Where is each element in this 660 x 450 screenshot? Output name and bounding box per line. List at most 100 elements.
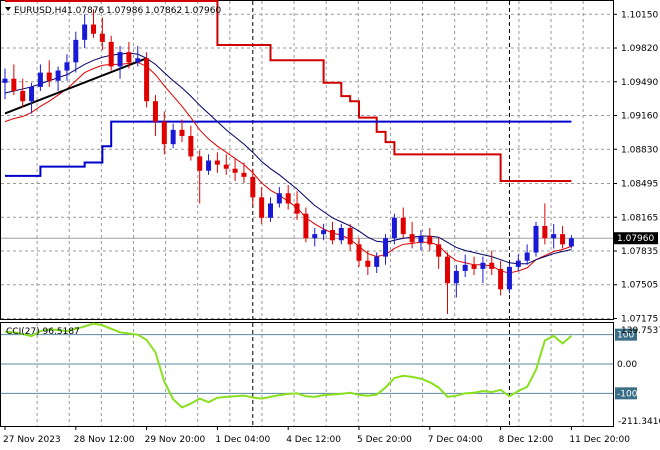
cci-level-tag xyxy=(615,387,637,400)
candle-body xyxy=(436,244,442,257)
trendline xyxy=(4,57,147,115)
candle-body xyxy=(551,234,557,239)
y-tick-label: 1.09160 xyxy=(621,112,658,122)
x-tick-label: 8 Dec 12:00 xyxy=(499,435,554,445)
candle-body xyxy=(374,256,380,267)
x-tick-label: 28 Nov 12:00 xyxy=(74,435,135,445)
cci-indicator-title: CCI(27) 96.5187 xyxy=(6,327,80,337)
candle-body xyxy=(427,236,433,245)
candle-body xyxy=(418,236,424,243)
price-axis: 1.10150 1.09820 1.09490 1.09160 1.08830 1.084… xyxy=(613,10,658,324)
candle-body xyxy=(533,225,539,253)
candle-body xyxy=(445,256,450,284)
candle-body xyxy=(82,24,88,40)
candle-body xyxy=(55,70,61,81)
x-tick-label: 11 Dec 20:00 xyxy=(569,435,630,445)
cci-level-label: 0.00 xyxy=(617,360,637,370)
cci-axis-max-label: 139.7537 xyxy=(621,326,660,336)
slow-ma-line xyxy=(4,52,572,265)
candle-body xyxy=(2,78,8,83)
chart-symbol-title: EURUSD,H4 xyxy=(14,6,67,16)
x-tick-label: 5 Dec 20:00 xyxy=(357,435,412,445)
cci-level-label: -100 xyxy=(617,389,638,399)
candle-body xyxy=(471,264,477,269)
y-tick-label: 1.09490 xyxy=(621,78,658,88)
candle-body xyxy=(117,52,123,67)
cci-level-tag xyxy=(615,328,637,341)
time-axis: 27 Nov 2023 28 Nov 12:00 29 Nov 20:00 1 Dec… xyxy=(3,426,630,445)
candle-body xyxy=(312,234,318,239)
x-tick-label: 7 Dec 04:00 xyxy=(428,435,483,445)
candle-body xyxy=(391,217,397,239)
candlestick-series xyxy=(2,9,574,314)
candle-body xyxy=(294,203,300,214)
candle-body xyxy=(170,129,176,145)
candle-body xyxy=(489,262,495,269)
y-tick-label: 1.09820 xyxy=(621,44,658,54)
cci-layer xyxy=(4,322,573,409)
candle-body xyxy=(542,225,548,239)
x-tick-label: 27 Nov 2023 xyxy=(3,435,61,445)
candle-body xyxy=(338,227,344,241)
candle-body xyxy=(268,203,273,218)
candle-body xyxy=(232,168,238,173)
candle-body xyxy=(188,135,194,157)
cci-axis-min-label: -211.3416 xyxy=(618,417,660,427)
y-tick-label: 1.08830 xyxy=(621,145,658,155)
cci-axis: 100 0.00 -100 139.7537 -211.3416 xyxy=(615,326,660,427)
candle-body xyxy=(453,270,459,284)
candle-body xyxy=(161,121,167,145)
candle-body xyxy=(524,252,530,261)
candle-body xyxy=(285,193,291,204)
candle-body xyxy=(152,101,158,122)
candle-body xyxy=(356,244,362,261)
candle-body xyxy=(197,156,203,171)
band-lines xyxy=(5,0,572,182)
candle-body xyxy=(365,260,371,267)
candle-body xyxy=(515,260,521,267)
candle-body xyxy=(206,160,212,171)
chart-menu-triangle-icon[interactable] xyxy=(5,7,11,11)
candle-body xyxy=(250,176,256,198)
candle-body xyxy=(214,160,220,165)
candle-body xyxy=(73,39,79,63)
candle-body xyxy=(20,90,26,102)
cci-plot-frame xyxy=(0,322,614,427)
candle-body xyxy=(108,41,114,67)
y-tick-label: 1.08165 xyxy=(621,213,658,223)
x-tick-label: 1 Dec 04:00 xyxy=(215,435,270,445)
last-price-tag-box xyxy=(614,232,658,245)
upper-band-line xyxy=(5,0,572,182)
candle-body xyxy=(179,129,185,136)
cci-level-label: 100 xyxy=(617,331,634,341)
candle-body xyxy=(409,234,415,243)
last-price-tag-label: 1.07960 xyxy=(617,234,654,244)
y-tick-label: 1.07835 xyxy=(621,247,658,257)
y-tick-label: 1.08495 xyxy=(621,180,658,190)
candle-body xyxy=(462,264,468,271)
candle-body xyxy=(303,213,309,239)
candle-body xyxy=(144,58,150,102)
ohlc-low: 1.07862 xyxy=(145,6,182,16)
x-tick-label: 29 Nov 20:00 xyxy=(145,435,206,445)
cci-line xyxy=(4,322,573,409)
candle-body xyxy=(321,230,327,235)
main-plot-frame xyxy=(0,0,614,320)
main-grid xyxy=(1,1,613,319)
y-tick-label: 1.10150 xyxy=(621,10,658,20)
candle-body xyxy=(37,72,43,87)
ohlc-open: 1.07876 xyxy=(67,6,104,16)
candle-body xyxy=(276,193,282,204)
candle-body xyxy=(64,62,70,71)
candle-body xyxy=(99,33,105,42)
candle-body xyxy=(506,266,512,290)
y-tick-label: 1.07175 xyxy=(621,314,658,324)
candle-body xyxy=(135,58,141,63)
candle-body xyxy=(383,238,389,257)
candle-body xyxy=(560,234,566,245)
candle-body xyxy=(241,172,247,177)
candle-body xyxy=(223,164,229,169)
cci-grid xyxy=(1,323,613,426)
x-tick-label: 4 Dec 12:00 xyxy=(286,435,341,445)
